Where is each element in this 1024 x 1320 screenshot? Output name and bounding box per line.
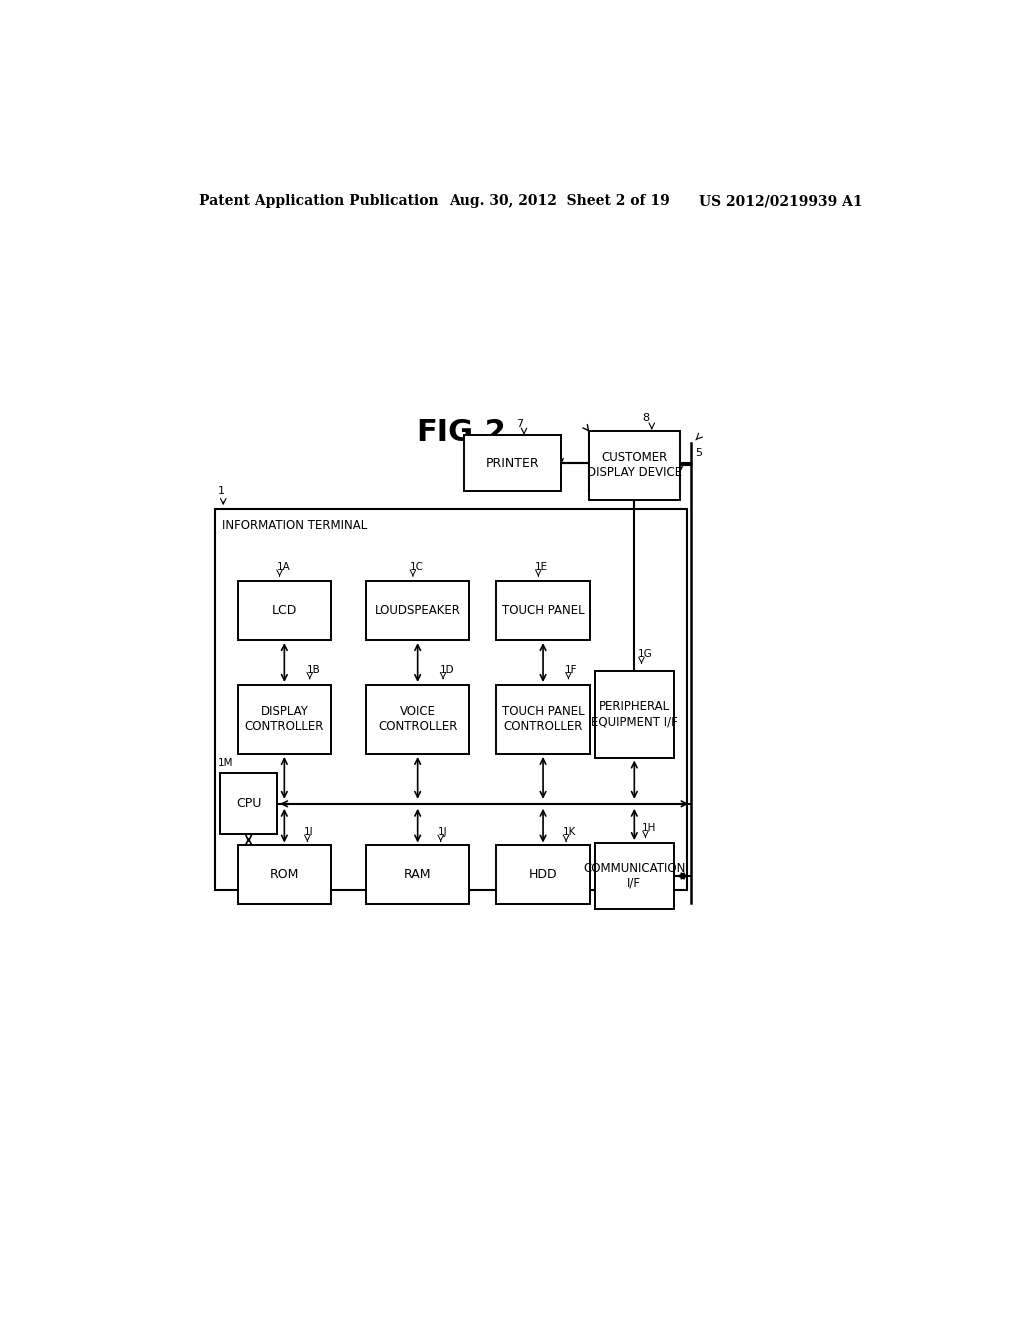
Text: COMMUNICATION
I/F: COMMUNICATION I/F (583, 862, 685, 890)
Text: 1A: 1A (276, 562, 290, 572)
Text: 7: 7 (516, 418, 523, 429)
Text: DISPLAY
CONTROLLER: DISPLAY CONTROLLER (245, 705, 324, 734)
Bar (220, 774, 278, 834)
Text: FIG.2: FIG.2 (417, 418, 506, 447)
Text: HDD: HDD (528, 869, 557, 882)
Text: ROM: ROM (269, 869, 299, 882)
Text: CUSTOMER
DISPLAY DEVICE: CUSTOMER DISPLAY DEVICE (587, 451, 682, 479)
Text: 1K: 1K (563, 828, 577, 837)
Bar (367, 685, 469, 754)
Text: 1F: 1F (565, 665, 578, 675)
Text: 1B: 1B (306, 665, 321, 675)
Bar (238, 685, 331, 754)
Text: 1G: 1G (638, 649, 653, 660)
Text: 1H: 1H (642, 824, 656, 833)
Text: 5: 5 (695, 447, 702, 458)
Text: TOUCH PANEL: TOUCH PANEL (502, 605, 585, 618)
Text: RAM: RAM (403, 869, 431, 882)
Text: 8: 8 (642, 413, 649, 422)
Text: Aug. 30, 2012  Sheet 2 of 19: Aug. 30, 2012 Sheet 2 of 19 (450, 194, 670, 209)
Text: PERIPHERAL
EQUIPMENT I/F: PERIPHERAL EQUIPMENT I/F (591, 701, 678, 729)
Text: 1: 1 (218, 486, 224, 496)
Bar (497, 685, 590, 754)
Bar (464, 436, 560, 491)
Bar (497, 846, 590, 904)
Bar (215, 510, 687, 890)
Text: 1M: 1M (218, 758, 233, 768)
Text: Patent Application Publication: Patent Application Publication (200, 194, 439, 209)
Text: 1J: 1J (437, 828, 447, 837)
Text: LOUDSPEAKER: LOUDSPEAKER (375, 605, 461, 618)
Text: LCD: LCD (271, 605, 297, 618)
Text: US 2012/0219939 A1: US 2012/0219939 A1 (699, 194, 863, 209)
Bar (367, 581, 469, 640)
Bar (595, 843, 674, 909)
Bar (238, 846, 331, 904)
Text: INFORMATION TERMINAL: INFORMATION TERMINAL (221, 519, 367, 532)
Text: 1I: 1I (304, 828, 313, 837)
Bar (238, 581, 331, 640)
Text: PRINTER: PRINTER (485, 457, 539, 470)
Text: CPU: CPU (236, 797, 261, 810)
Text: TOUCH PANEL
CONTROLLER: TOUCH PANEL CONTROLLER (502, 705, 585, 734)
Text: 1D: 1D (440, 665, 455, 675)
Text: 1E: 1E (536, 562, 548, 572)
Bar (595, 671, 674, 758)
Bar (497, 581, 590, 640)
Bar (367, 846, 469, 904)
Bar (589, 430, 680, 500)
Text: 1C: 1C (410, 562, 424, 572)
Text: VOICE
CONTROLLER: VOICE CONTROLLER (378, 705, 458, 734)
